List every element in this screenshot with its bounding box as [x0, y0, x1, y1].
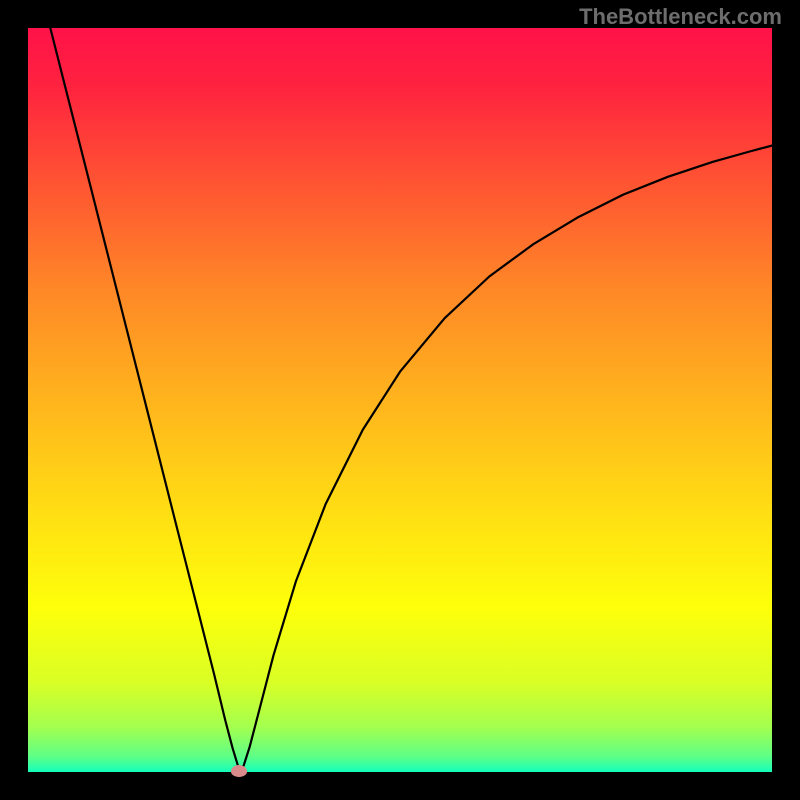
- bottleneck-curve: [50, 28, 772, 771]
- chart-container: TheBottleneck.com: [0, 0, 800, 800]
- curve-layer: [28, 28, 772, 772]
- watermark-text: TheBottleneck.com: [579, 4, 782, 30]
- minimum-marker: [231, 765, 247, 777]
- plot-area: [28, 28, 772, 772]
